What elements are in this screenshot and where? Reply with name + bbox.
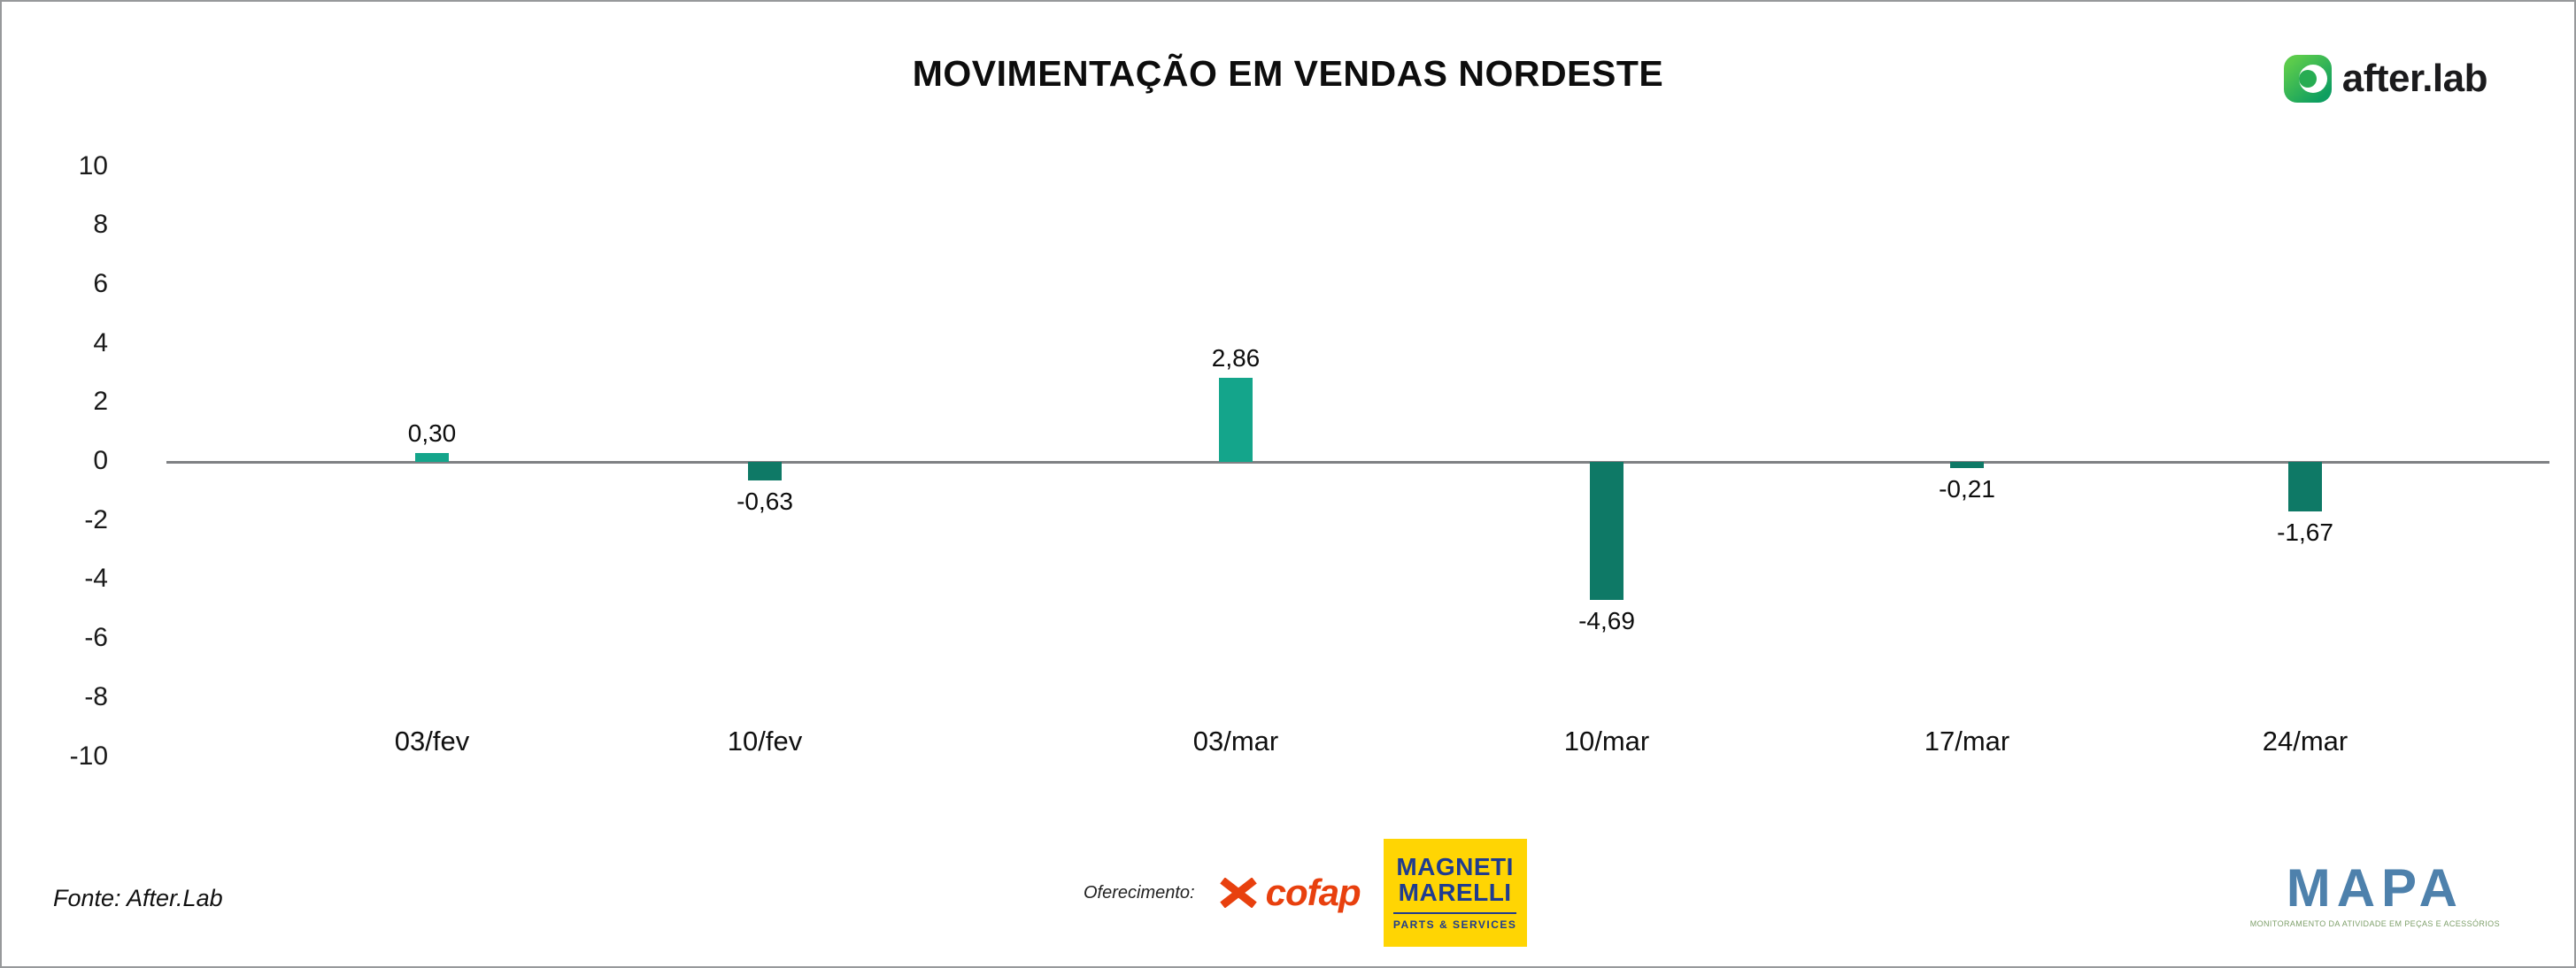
bar (1219, 378, 1253, 462)
y-axis-tick-label: 0 (93, 446, 108, 475)
y-axis-tick-label: -2 (84, 505, 108, 534)
afterlab-logo-text: after.lab (2341, 57, 2488, 100)
mapa-logo-text: MAPA (2286, 858, 2464, 918)
x-category-label: 10/mar (1563, 726, 1650, 757)
magneti-marelli-line2: MARELLI (1398, 879, 1512, 906)
bar-value-label: -0,63 (737, 488, 793, 515)
source-note: Fonte: After.Lab (53, 885, 223, 911)
magneti-marelli-line1: MAGNETI (1396, 853, 1514, 881)
y-axis-tick-label: 4 (93, 328, 108, 357)
afterlab-logo-icon (2283, 55, 2332, 103)
bar (1590, 462, 1623, 600)
y-axis-tick-label: 2 (93, 387, 108, 416)
cofap-logo: cofap (1218, 872, 1361, 914)
y-axis-tick-label: 8 (93, 210, 108, 239)
y-axis-tick-label: -10 (69, 741, 108, 771)
magneti-marelli-logo: MAGNETI MARELLI PARTS & SERVICES (1383, 839, 1527, 947)
bar-value-label: 2,86 (1211, 344, 1261, 372)
x-category-label: 24/mar (2262, 726, 2348, 757)
bar (415, 453, 449, 462)
cofap-x-icon (1219, 878, 1257, 908)
cofap-logo-text: cofap (1265, 872, 1361, 913)
x-category-label: 17/mar (1924, 726, 2010, 757)
sponsor-strip: Oferecimento: cofap MAGNETI MARELLI PART… (1084, 838, 1527, 948)
bar-value-label: -0,21 (1939, 475, 1995, 503)
bar-value-label: 0,30 (407, 419, 457, 447)
bar (748, 462, 782, 480)
afterlab-icon-dot (2298, 70, 2317, 88)
chart-title: MOVIMENTAÇÃO EM VENDAS NORDESTE (912, 53, 1664, 94)
bar (1950, 462, 1984, 468)
y-axis-tick-label: -4 (84, 564, 108, 593)
y-axis-tick-label: 10 (78, 151, 108, 181)
y-axis-tick-label: 6 (93, 269, 108, 298)
x-category-label: 10/fev (727, 726, 803, 757)
mapa-logo: MAPA MONITORAMENTO DA ATIVIDADE EM PEÇAS… (2249, 858, 2500, 929)
x-axis-line (166, 461, 2549, 464)
x-category-label: 03/mar (1192, 726, 1279, 757)
x-category-label: 03/fev (394, 726, 470, 757)
bar (2288, 462, 2322, 511)
bar-value-label: -1,67 (2277, 519, 2333, 546)
y-axis-tick-label: -8 (84, 682, 108, 711)
sponsorship-label: Oferecimento: (1084, 882, 1195, 903)
mapa-logo-caption: MONITORAMENTO DA ATIVIDADE EM PEÇAS E AC… (2249, 919, 2500, 928)
bar-value-label: -4,69 (1578, 607, 1635, 634)
afterlab-logo: after.lab (2283, 55, 2488, 103)
magneti-marelli-sub: PARTS & SERVICES (1392, 911, 1517, 931)
y-axis-tick-label: -6 (84, 623, 108, 652)
